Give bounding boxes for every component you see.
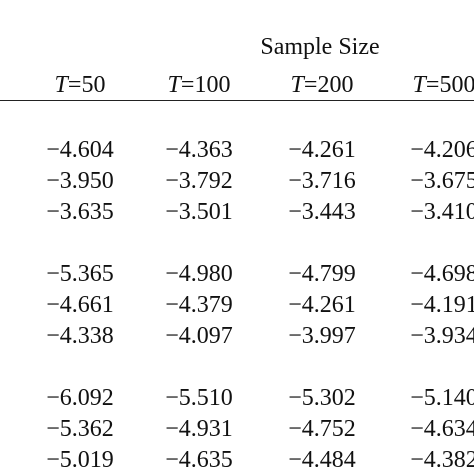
table-cell: −4.484: [288, 447, 356, 473]
column-header: T=200: [291, 73, 354, 97]
column-symbol: T: [412, 72, 426, 98]
table-cell: −4.382: [410, 447, 474, 473]
column-size: =50: [67, 72, 106, 98]
table-cell: −6.092: [46, 385, 114, 411]
table-cell: −3.635: [46, 199, 114, 225]
column-symbol: T: [167, 72, 181, 98]
table-cell: −3.716: [288, 168, 356, 194]
header-rule: [0, 100, 474, 101]
column-symbol: T: [54, 72, 68, 98]
column-size: =100: [180, 72, 231, 98]
table-cell: −5.510: [165, 385, 233, 411]
table-cell: −5.362: [46, 416, 114, 442]
table-cell: −3.934: [410, 323, 474, 349]
table-cell: −4.363: [165, 137, 233, 163]
column-header: T=100: [168, 73, 231, 97]
column-size: =200: [303, 72, 354, 98]
table-cell: −4.661: [46, 292, 114, 318]
table-cell: −4.261: [288, 292, 356, 318]
table-cell: −3.410: [410, 199, 474, 225]
table-cell: −3.997: [288, 323, 356, 349]
table-cell: −4.097: [165, 323, 233, 349]
table-cell: −4.191: [410, 292, 474, 318]
table-cell: −5.019: [46, 447, 114, 473]
table-cell: −4.698: [410, 261, 474, 287]
table-cell: −3.792: [165, 168, 233, 194]
table-cell: −4.206: [410, 137, 474, 163]
table-cell: −4.604: [46, 137, 114, 163]
table-cell: −3.675: [410, 168, 474, 194]
table-cell: −4.931: [165, 416, 233, 442]
table-cell: −5.365: [46, 261, 114, 287]
table-cell: −4.634: [410, 416, 474, 442]
table-cell: −4.261: [288, 137, 356, 163]
spanner-header: Sample Size: [260, 34, 380, 60]
table-cell: −5.302: [288, 385, 356, 411]
table-cell: −4.338: [46, 323, 114, 349]
table-cell: −3.950: [46, 168, 114, 194]
table-cell: −3.501: [165, 199, 233, 225]
column-header: T=50: [55, 73, 106, 97]
table-cell: −4.752: [288, 416, 356, 442]
column-header: T=500: [413, 73, 474, 97]
table-cell: −5.140: [410, 385, 474, 411]
table-cell: −4.799: [288, 261, 356, 287]
table-cell: −4.379: [165, 292, 233, 318]
table-cell: −3.443: [288, 199, 356, 225]
table-cell: −4.980: [165, 261, 233, 287]
column-size: =500: [425, 72, 474, 98]
column-symbol: T: [290, 72, 304, 98]
table-cell: −4.635: [165, 447, 233, 473]
